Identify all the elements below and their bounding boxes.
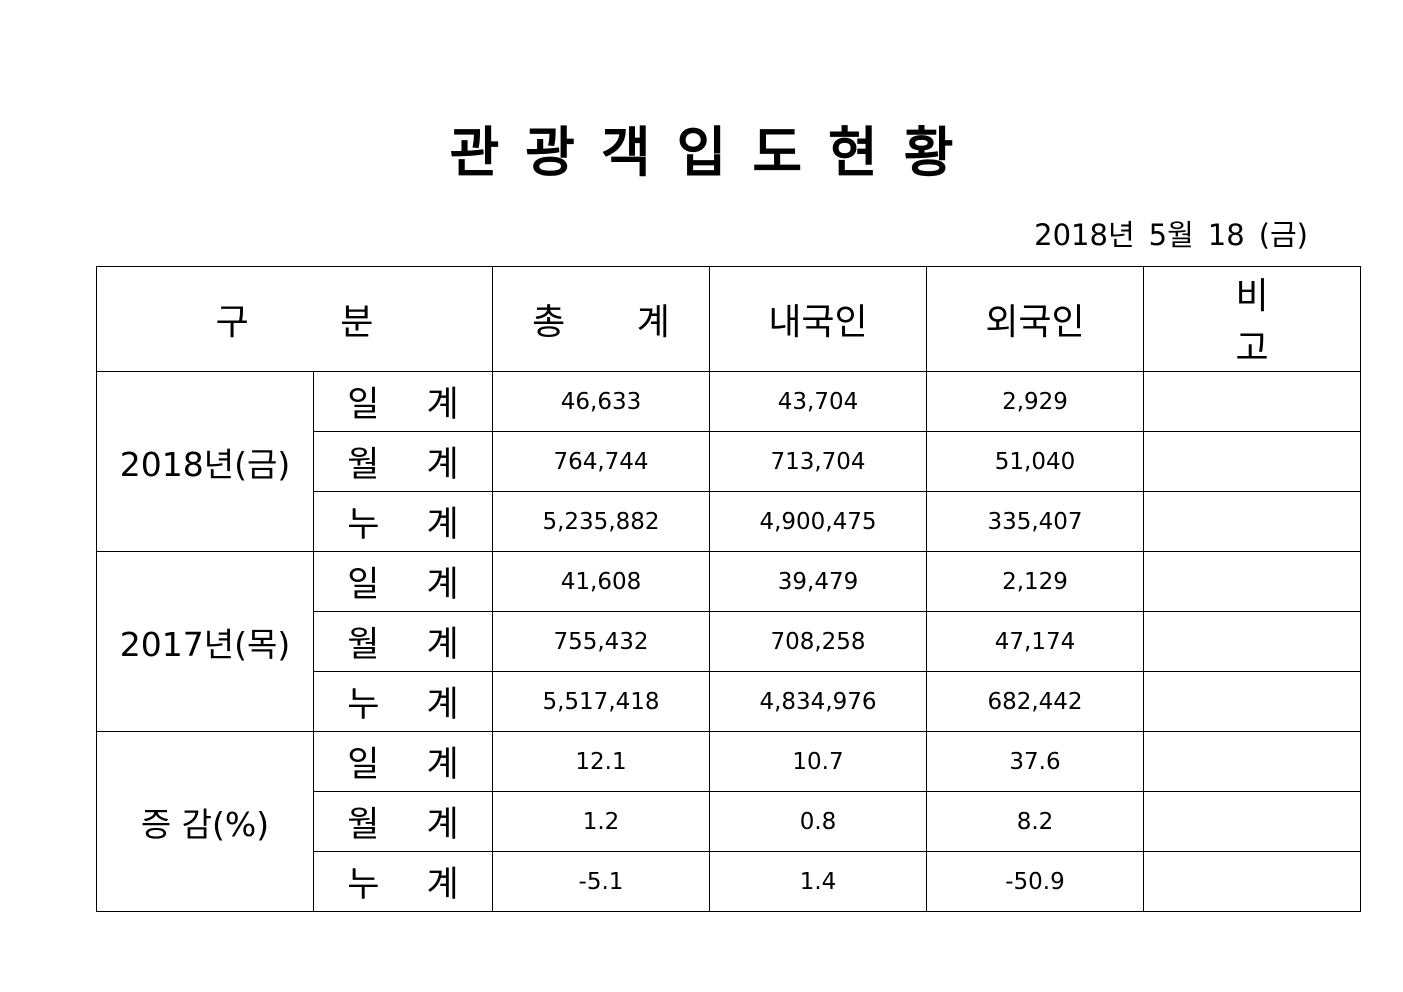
cell-domestic: 43,704 — [709, 371, 927, 432]
table-row: 월 계 755,432 708,258 47,174 — [97, 611, 1361, 672]
cell-total: -5.1 — [492, 851, 710, 912]
cell-foreign: 51,040 — [926, 431, 1144, 492]
date-day: 18 — [1207, 218, 1245, 252]
header-foreign: 외국인 — [926, 266, 1144, 372]
cell-remarks — [1143, 791, 1361, 852]
table-row: 누 계 5,517,418 4,834,976 682,442 — [97, 671, 1361, 732]
cell-foreign: 682,442 — [926, 671, 1144, 732]
header-category: 구 분 — [96, 266, 493, 372]
group-label: 2017년(목) — [96, 551, 314, 732]
cell-total: 5,235,882 — [492, 491, 710, 552]
cell-domestic: 39,479 — [709, 551, 927, 612]
cell-remarks — [1143, 431, 1361, 492]
table-row: 2018년(금) 일 계 46,633 43,704 2,929 — [96, 371, 1361, 552]
cell-remarks — [1143, 851, 1361, 912]
table-row: 2017년(목) 일 계 41,608 39,479 2,129 — [96, 551, 1361, 732]
cell-total: 764,744 — [492, 431, 710, 492]
cell-foreign: 335,407 — [926, 491, 1144, 552]
row-type: 일 계 — [313, 551, 493, 612]
cell-domestic: 10.7 — [709, 731, 927, 792]
report-date: 2018년 5월 18 (금) — [1034, 212, 1308, 254]
row-type: 누 계 — [313, 851, 493, 912]
table-row: 증 감(%) 일 계 12.1 10.7 37.6 — [96, 731, 1361, 912]
header-row: 구 분 총 계 내국인 외국인 비 고 — [96, 266, 1361, 372]
cell-domestic: 708,258 — [709, 611, 927, 672]
cell-total: 12.1 — [492, 731, 710, 792]
group-label: 증 감(%) — [96, 731, 314, 912]
row-type: 월 계 — [313, 431, 493, 492]
cell-remarks — [1143, 371, 1361, 432]
cell-foreign: 37.6 — [926, 731, 1144, 792]
cell-foreign: 47,174 — [926, 611, 1144, 672]
table-row: 누 계 -5.1 1.4 -50.9 — [97, 851, 1361, 912]
page-title: 관광객입도현황 — [449, 121, 980, 184]
cell-total: 1.2 — [492, 791, 710, 852]
cell-total: 755,432 — [492, 611, 710, 672]
cell-remarks — [1143, 551, 1361, 612]
cell-foreign: 2,129 — [926, 551, 1144, 612]
row-type: 월 계 — [313, 791, 493, 852]
cell-total: 41,608 — [492, 551, 710, 612]
cell-domestic: 713,704 — [709, 431, 927, 492]
cell-foreign: -50.9 — [926, 851, 1144, 912]
cell-total: 5,517,418 — [492, 671, 710, 732]
row-type: 월 계 — [313, 611, 493, 672]
row-type: 일 계 — [313, 731, 493, 792]
visitor-table: 구 분 총 계 내국인 외국인 비 고 2018년(금) 일 계 46,633 43,… — [96, 266, 1361, 912]
group-label: 2018년(금) — [96, 371, 314, 552]
date-year: 2018년 — [1034, 218, 1135, 252]
header-remarks: 비 고 — [1143, 266, 1361, 372]
row-type: 누 계 — [313, 671, 493, 732]
cell-domestic: 0.8 — [709, 791, 927, 852]
cell-domestic: 1.4 — [709, 851, 927, 912]
table-row: 누 계 5,235,882 4,900,475 335,407 — [97, 491, 1361, 552]
cell-foreign: 2,929 — [926, 371, 1144, 432]
cell-remarks — [1143, 671, 1361, 732]
row-type: 누 계 — [313, 491, 493, 552]
row-type: 일 계 — [313, 371, 493, 432]
cell-remarks — [1143, 611, 1361, 672]
cell-remarks — [1143, 491, 1361, 552]
cell-foreign: 8.2 — [926, 791, 1144, 852]
date-month: 5월 — [1148, 218, 1194, 252]
header-domestic: 내국인 — [709, 266, 927, 372]
cell-remarks — [1143, 731, 1361, 792]
cell-total: 46,633 — [492, 371, 710, 432]
header-total: 총 계 — [492, 266, 710, 372]
cell-domestic: 4,834,976 — [709, 671, 927, 732]
date-weekday: (금) — [1258, 218, 1308, 252]
cell-domestic: 4,900,475 — [709, 491, 927, 552]
table-row: 월 계 1.2 0.8 8.2 — [97, 791, 1361, 852]
